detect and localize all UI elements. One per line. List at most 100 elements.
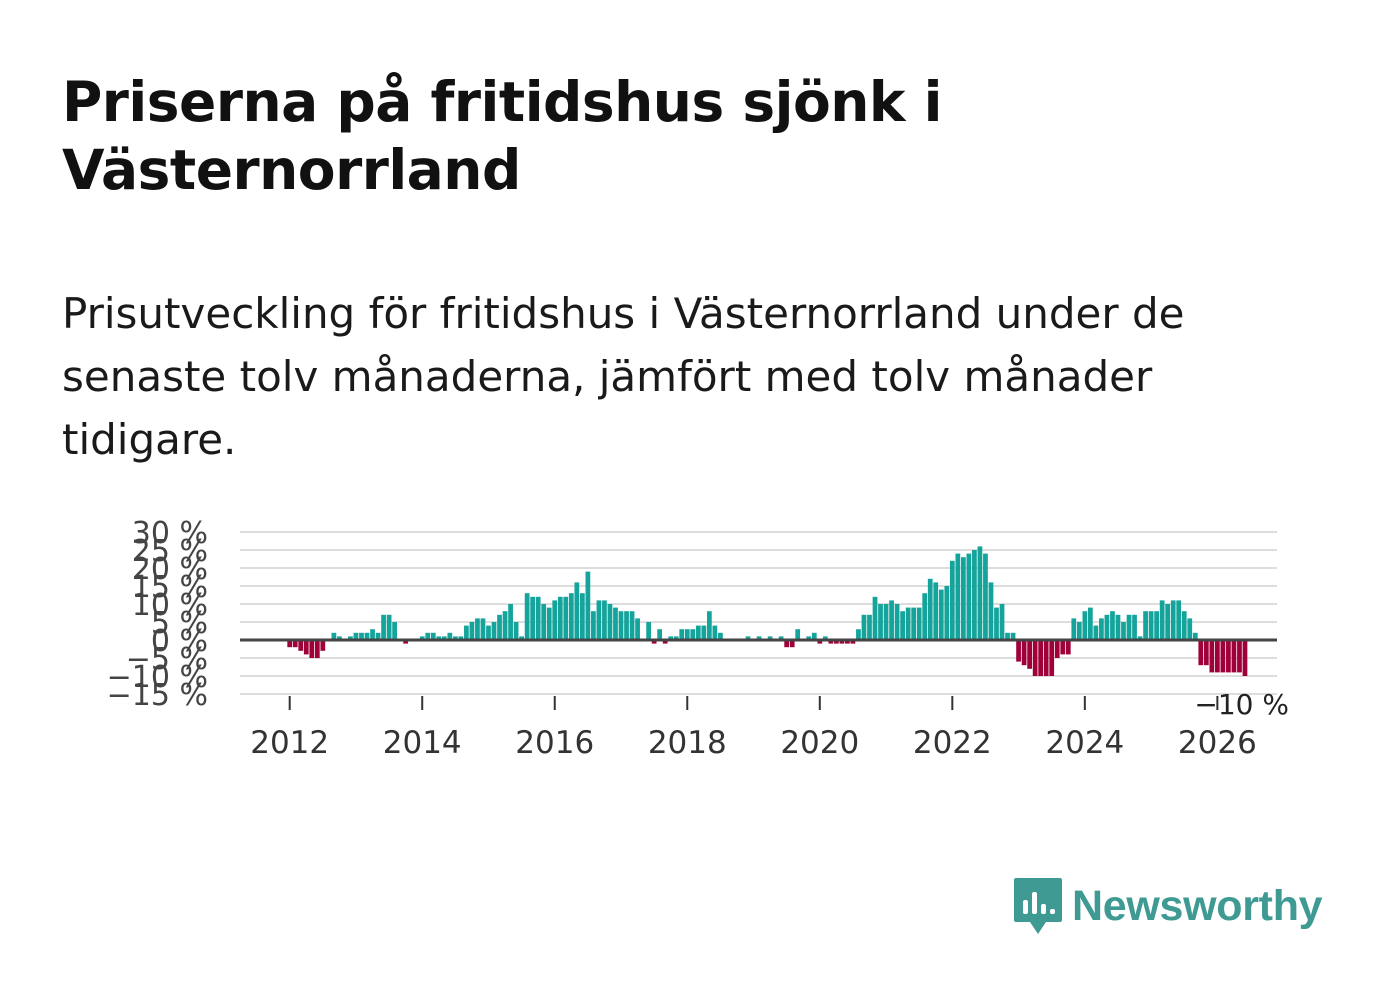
y-tick-label: −15 % <box>107 678 208 713</box>
bar <box>425 632 431 640</box>
bar <box>966 553 972 640</box>
y-tick-label: −5 % <box>126 642 208 677</box>
bar <box>624 611 629 640</box>
bar <box>695 625 701 640</box>
bar <box>552 600 558 640</box>
bar <box>635 618 640 640</box>
bar <box>745 636 751 640</box>
bar <box>370 629 375 640</box>
bar <box>867 614 872 640</box>
bar <box>469 622 475 640</box>
y-tick-label: 20 % <box>132 552 208 587</box>
bar <box>927 578 933 640</box>
bar <box>585 571 591 640</box>
bar <box>712 625 718 640</box>
bar <box>811 632 817 640</box>
bar <box>1148 611 1154 640</box>
bar <box>1021 640 1027 666</box>
bar <box>364 632 370 640</box>
bar <box>591 611 596 640</box>
bar <box>839 640 845 644</box>
bar <box>337 636 342 640</box>
bar <box>778 636 784 640</box>
bar <box>1076 622 1082 640</box>
bar <box>679 629 685 640</box>
bar <box>629 611 635 640</box>
bar <box>1087 607 1093 640</box>
bar <box>994 607 999 640</box>
bar <box>972 550 977 640</box>
y-tick-label: 30 % <box>132 516 208 551</box>
bar <box>651 640 657 644</box>
x-tick-label: 2016 <box>515 725 594 761</box>
bar <box>706 611 712 640</box>
bar <box>403 640 409 644</box>
bar <box>1181 611 1187 640</box>
bar <box>988 582 994 640</box>
y-tick-label: 0 % <box>151 624 208 659</box>
bar <box>1137 636 1143 640</box>
bar <box>822 636 828 640</box>
bar <box>916 607 922 640</box>
bar <box>1176 600 1182 640</box>
bar <box>1027 640 1032 669</box>
bar <box>1060 640 1066 655</box>
bar <box>502 611 508 640</box>
bar <box>359 632 364 640</box>
bar <box>789 640 795 648</box>
bar <box>756 636 762 640</box>
bar <box>613 607 618 640</box>
x-tick-label: 2018 <box>648 725 727 761</box>
bar <box>607 604 613 640</box>
bar <box>618 611 624 640</box>
bar <box>1043 640 1049 676</box>
bar <box>684 629 690 640</box>
bar <box>784 640 790 648</box>
bar <box>1154 611 1159 640</box>
bar <box>309 640 315 658</box>
bar <box>568 593 574 640</box>
bar <box>1104 614 1110 640</box>
bar <box>497 614 502 640</box>
bar <box>983 553 988 640</box>
bar <box>1231 640 1237 673</box>
bar <box>960 557 966 640</box>
last-value-label: −10 % <box>1194 688 1289 721</box>
x-tick-label: 2022 <box>913 725 992 761</box>
bar <box>1010 632 1016 640</box>
bar <box>795 629 801 640</box>
bar <box>1226 640 1231 673</box>
bar <box>900 611 905 640</box>
bar <box>1005 632 1010 640</box>
bar <box>1132 614 1137 640</box>
bar <box>1192 632 1198 640</box>
bar <box>1198 640 1204 666</box>
bar <box>999 604 1005 640</box>
bar <box>574 582 580 640</box>
bar <box>386 614 392 640</box>
grid-lines <box>240 531 1277 695</box>
brand-logo: Newsworthy <box>1012 876 1323 936</box>
bar-chart: −15 %−10 %−5 %0 %5 %10 %15 %20 %25 %30 %… <box>107 516 1289 761</box>
bar <box>1038 640 1044 676</box>
newsworthy-logo-icon <box>1014 878 1062 934</box>
bar <box>1071 618 1077 640</box>
bar <box>546 607 552 640</box>
bar <box>806 636 812 640</box>
bar <box>331 632 337 640</box>
bar <box>718 632 723 640</box>
bar <box>911 607 917 640</box>
bar <box>856 629 861 640</box>
bar <box>292 640 298 648</box>
bar <box>1121 622 1126 640</box>
y-tick-label: −10 % <box>107 660 208 695</box>
bar <box>1032 640 1038 676</box>
bar <box>701 625 707 640</box>
bar <box>1242 640 1248 676</box>
bar <box>894 604 900 640</box>
bar <box>872 596 878 640</box>
bar <box>949 560 955 640</box>
bar <box>1049 640 1055 676</box>
bar <box>1126 614 1132 640</box>
bar <box>579 593 585 640</box>
